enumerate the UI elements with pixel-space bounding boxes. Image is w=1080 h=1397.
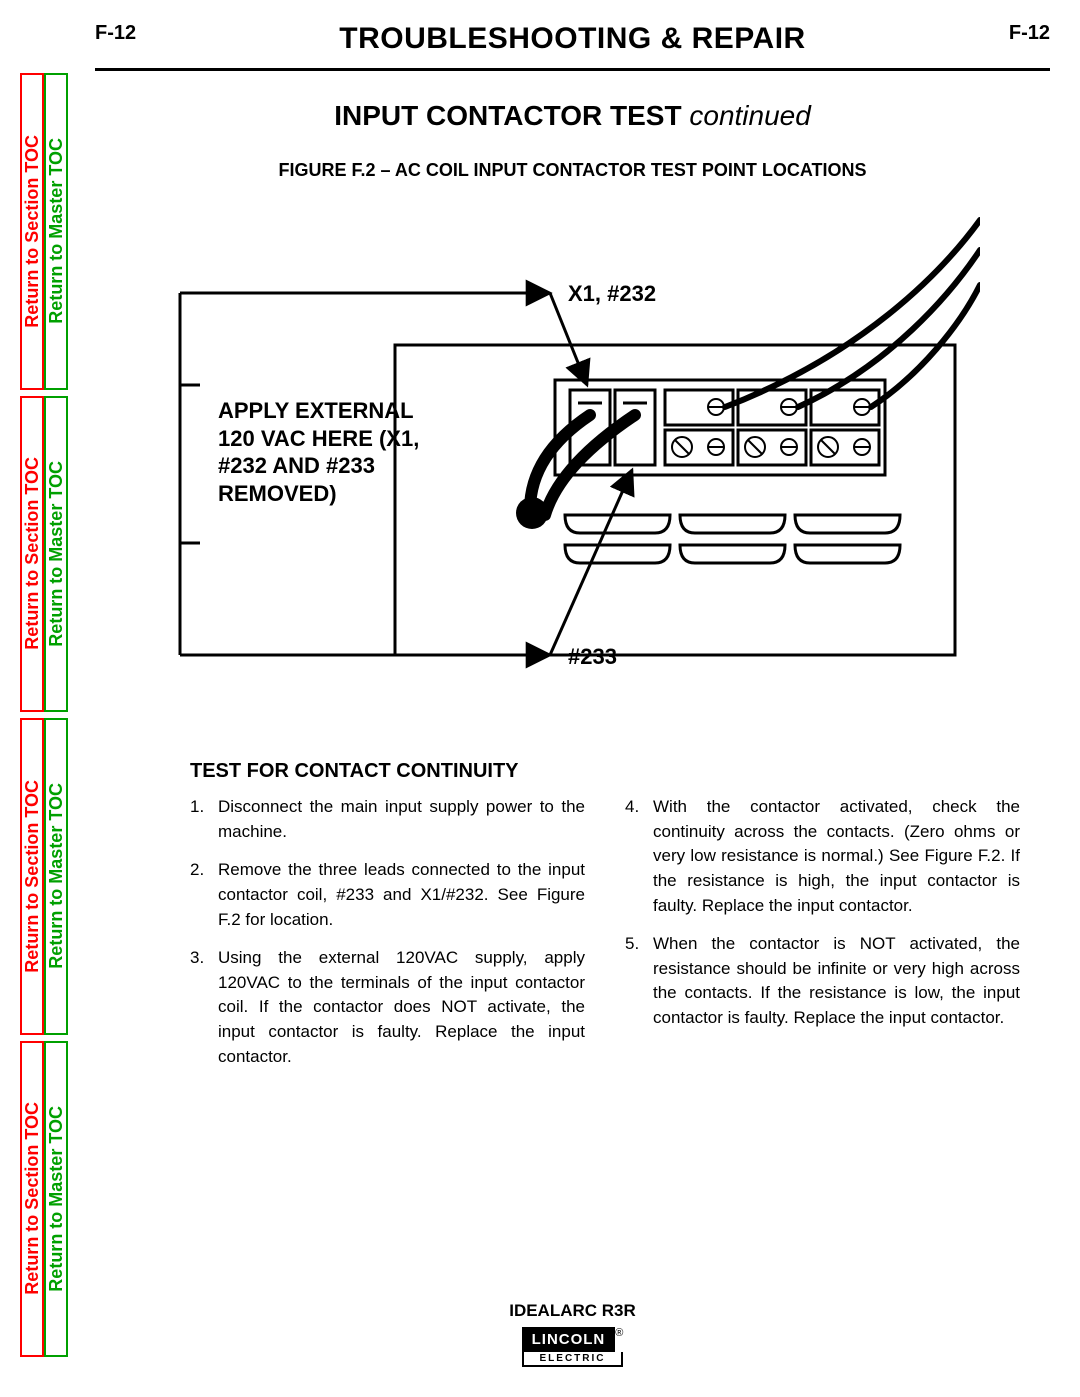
step: 2. Remove the three leads connected to th… xyxy=(190,858,585,932)
return-section-toc-link[interactable]: Return to Section TOC xyxy=(20,73,44,390)
tab-label: Return to Section TOC xyxy=(22,1102,43,1295)
logo-top: LINCOLN xyxy=(522,1327,616,1352)
section-title: TROUBLESHOOTING & REPAIR xyxy=(95,22,1050,56)
section-tab-column: Return to Section TOC Return to Section … xyxy=(20,70,44,1360)
step: 3. Using the external 120VAC supply, appl… xyxy=(190,946,585,1069)
step-text: Using the external 120VAC supply, apply … xyxy=(218,948,585,1066)
logo-bottom: ELECTRIC xyxy=(522,1352,624,1367)
subtitle-main: INPUT CONTACTOR TEST xyxy=(334,100,681,131)
page-number-right: F-12 xyxy=(1009,22,1050,45)
page-number-left: F-12 xyxy=(95,22,136,45)
contactor-diagram: X1, #232 #233 APPLY EXTERNAL 120 VAC HER… xyxy=(160,215,980,725)
steps-right: 4. With the contactor activated, check th… xyxy=(625,795,1020,1031)
step: 5. When the contactor is NOT activated, t… xyxy=(625,932,1020,1031)
diagram-label-233: #233 xyxy=(568,643,617,671)
return-section-toc-link[interactable]: Return to Section TOC xyxy=(20,718,44,1035)
step-text: Disconnect the main input supply power t… xyxy=(218,797,585,841)
return-master-toc-link[interactable]: Return to Master TOC xyxy=(44,396,68,713)
return-section-toc-link[interactable]: Return to Section TOC xyxy=(20,396,44,713)
tab-label: Return to Master TOC xyxy=(46,1106,67,1292)
lincoln-electric-logo: LINCOLN® ELECTRIC xyxy=(522,1327,624,1367)
step-num: 5. xyxy=(625,932,639,957)
tab-label: Return to Section TOC xyxy=(22,457,43,650)
diagram-label-x1: X1, #232 xyxy=(568,280,656,308)
logo-reg: ® xyxy=(615,1327,623,1339)
tab-label: Return to Master TOC xyxy=(46,138,67,324)
step-num: 1. xyxy=(190,795,204,820)
figure-caption: FIGURE F.2 – AC COIL INPUT CONTACTOR TES… xyxy=(95,160,1050,181)
master-tab-column: Return to Master TOC Return to Master TO… xyxy=(44,70,68,1360)
return-master-toc-link[interactable]: Return to Master TOC xyxy=(44,718,68,1035)
test-heading: TEST FOR CONTACT CONTINUITY xyxy=(190,760,519,783)
page-header: F-12 F-12 TROUBLESHOOTING & REPAIR xyxy=(95,22,1050,56)
tab-label: Return to Section TOC xyxy=(22,135,43,328)
return-master-toc-link[interactable]: Return to Master TOC xyxy=(44,1041,68,1358)
step-num: 4. xyxy=(625,795,639,820)
page: Return to Section TOC Return to Section … xyxy=(0,0,1080,1397)
return-master-toc-link[interactable]: Return to Master TOC xyxy=(44,73,68,390)
page-subtitle: INPUT CONTACTOR TEST continued xyxy=(95,100,1050,132)
diagram-label-apply: APPLY EXTERNAL 120 VAC HERE (X1, #232 AN… xyxy=(218,397,428,507)
tab-label: Return to Master TOC xyxy=(46,461,67,647)
instruction-columns: 1. Disconnect the main input supply power… xyxy=(190,795,1020,1083)
header-rule xyxy=(95,68,1050,71)
column-right: 4. With the contactor activated, check th… xyxy=(625,795,1020,1083)
page-footer: IDEALARC R3R LINCOLN® ELECTRIC xyxy=(95,1301,1050,1367)
return-section-toc-link[interactable]: Return to Section TOC xyxy=(20,1041,44,1358)
step-text: Remove the three leads connected to the … xyxy=(218,860,585,928)
steps-left: 1. Disconnect the main input supply power… xyxy=(190,795,585,1069)
side-tabs: Return to Section TOC Return to Section … xyxy=(20,70,68,1360)
step: 1. Disconnect the main input supply power… xyxy=(190,795,585,844)
step-text: When the contactor is NOT activated, the… xyxy=(653,934,1020,1027)
product-name: IDEALARC R3R xyxy=(95,1301,1050,1321)
tab-label: Return to Master TOC xyxy=(46,783,67,969)
step-num: 2. xyxy=(190,858,204,883)
step-num: 3. xyxy=(190,946,204,971)
tab-label: Return to Section TOC xyxy=(22,780,43,973)
step-text: With the contactor activated, check the … xyxy=(653,797,1020,915)
step: 4. With the contactor activated, check th… xyxy=(625,795,1020,918)
column-left: 1. Disconnect the main input supply power… xyxy=(190,795,585,1083)
subtitle-continued: continued xyxy=(689,100,810,131)
